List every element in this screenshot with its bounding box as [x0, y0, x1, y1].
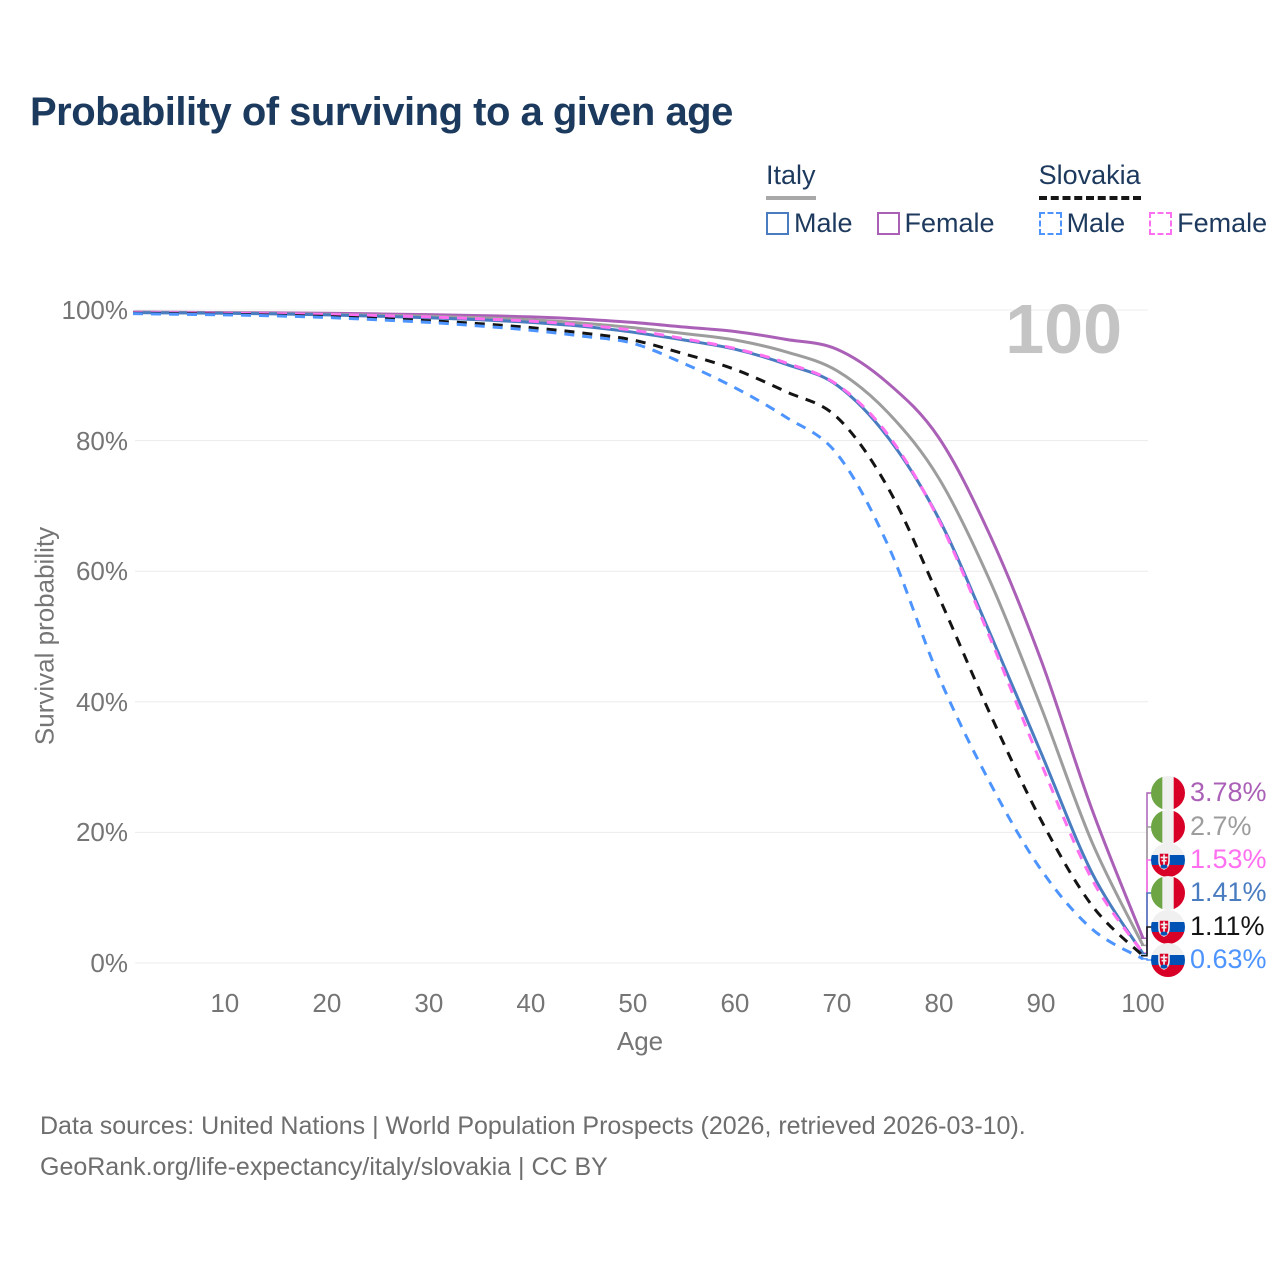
series-line-slovakia-male [132, 312, 1144, 961]
x-tick-10: 10 [210, 988, 240, 1018]
legend-item-label: Female [1177, 208, 1268, 238]
legend-swatch-icon [766, 212, 789, 235]
footer: Data sources: United Nations | World Pop… [40, 1106, 1026, 1188]
slovakia-flag-icon [1151, 843, 1185, 877]
y-tick-0: 0% [90, 948, 128, 978]
legend-item-italy-female[interactable]: Female [876, 208, 995, 239]
end-value-slovakia-male: 0.63% [1190, 944, 1267, 974]
x-tick-100: 100 [1121, 988, 1165, 1018]
footer-data-sources: Data sources: United Nations | World Pop… [40, 1112, 1026, 1140]
y-tick-20: 20% [75, 817, 128, 848]
y-tick-80: 80% [75, 425, 128, 456]
footer-attribution: GeoRank.org/life-expectancy/italy/slovak… [40, 1153, 608, 1181]
legend: Italy Male Female Slovakia Male Female [766, 160, 1267, 239]
end-value-italy-male: 1.41% [1190, 877, 1267, 907]
series-line-slovakia-female [132, 311, 1145, 954]
series-line-italy-female [132, 310, 1145, 939]
x-tick-50: 50 [618, 988, 648, 1018]
x-tick-20: 20 [312, 988, 342, 1018]
legend-item-slovakia-female[interactable]: Female [1149, 208, 1267, 239]
legend-group-title-slovakia: Slovakia [1038, 160, 1141, 200]
end-value-italy-both: 2.7% [1190, 811, 1252, 841]
legend-item-label: Male [794, 208, 853, 238]
end-value-slovakia-both: 1.11% [1190, 911, 1265, 941]
page-title: Probability of surviving to a given age [30, 90, 733, 134]
leader-line-slovakia-male [1141, 958, 1152, 961]
legend-item-slovakia-male[interactable]: Male [1038, 208, 1126, 239]
end-value-slovakia-female: 1.53% [1190, 844, 1267, 874]
italy-flag-icon [1151, 876, 1185, 910]
legend-swatch-icon [1149, 212, 1173, 235]
leader-line-italy-male [1141, 892, 1152, 955]
slovakia-flag-icon [1151, 910, 1185, 944]
leader-line-slovakia-both [1141, 926, 1152, 957]
end-value-italy-female: 3.78% [1190, 777, 1267, 807]
x-tick-30: 30 [414, 988, 444, 1018]
slovakia-flag-icon [1151, 943, 1185, 977]
series-line-italy-both [132, 310, 1145, 947]
legend-group-slovakia: Slovakia Male Female [1038, 160, 1267, 239]
legend-item-italy-male[interactable]: Male [766, 208, 853, 239]
legend-group-title-italy: Italy [766, 160, 816, 200]
series-line-slovakia-both [132, 311, 1145, 957]
y-tick-40: 40% [75, 686, 128, 717]
legend-item-label: Female [904, 208, 995, 238]
y-axis-title: Survival probability [29, 526, 60, 746]
y-tick-100: 100% [61, 295, 129, 325]
x-tick-90: 90 [1026, 988, 1056, 1018]
y-tick-60: 60% [75, 556, 128, 587]
italy-flag-icon [1151, 776, 1185, 810]
x-tick-40: 40 [516, 988, 546, 1018]
x-tick-60: 60 [720, 988, 750, 1018]
x-axis-title: Age [616, 1026, 664, 1056]
age-counter-watermark: 100 [1005, 290, 1122, 368]
x-tick-70: 70 [822, 988, 852, 1018]
legend-item-label: Male [1066, 208, 1126, 238]
series-line-italy-male [132, 311, 1145, 955]
legend-swatch-icon [876, 212, 900, 235]
x-tick-80: 80 [924, 988, 954, 1018]
legend-swatch-icon [1038, 212, 1062, 235]
legend-group-italy: Italy Male Female [766, 160, 995, 239]
italy-flag-icon [1151, 810, 1185, 844]
